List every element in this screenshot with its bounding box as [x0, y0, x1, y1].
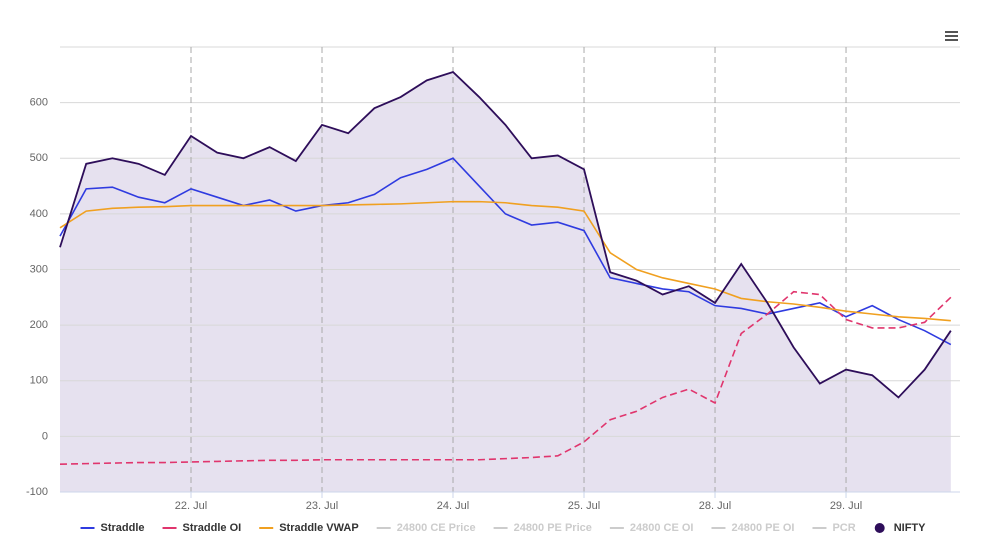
line: [59, 290, 952, 465]
area: [60, 72, 951, 492]
legend-label: 24800 PE OI: [731, 522, 794, 534]
legend-label: Straddle: [101, 522, 145, 534]
menu-bar: [945, 35, 958, 37]
x-tick-label: 28. Jul: [699, 500, 731, 512]
y-tick-label: 400: [30, 208, 48, 220]
legend-item[interactable]: Straddle VWAP: [259, 522, 359, 534]
legend-label: 24800 CE Price: [397, 522, 476, 534]
line: [59, 71, 952, 399]
plot: [59, 46, 960, 493]
legend-item[interactable]: 24800 CE OI: [609, 522, 694, 534]
y-tick-label: 600: [30, 97, 48, 109]
menu-bar: [945, 39, 958, 41]
legend-item[interactable]: Straddle: [80, 522, 145, 534]
menu-icon[interactable]: [945, 31, 958, 41]
x-tick-label: 23. Jul: [306, 500, 338, 512]
y-tick-label: 100: [30, 375, 48, 387]
x-tick-label: 22. Jul: [175, 500, 207, 512]
legend-item[interactable]: NIFTY: [874, 522, 926, 534]
legend-item[interactable]: 24800 PE Price: [493, 522, 592, 534]
menu-bar: [945, 31, 958, 33]
x-tick-label: 25. Jul: [568, 500, 600, 512]
legend: Straddle Straddle OI Straddle VWAP 24800 CE…: [80, 522, 926, 534]
legend-label: Straddle VWAP: [279, 522, 358, 534]
legend-label: 24800 PE Price: [514, 522, 592, 534]
y-tick-label: -100: [26, 486, 48, 498]
legend-item[interactable]: Straddle OI: [162, 522, 242, 534]
line: [59, 200, 951, 322]
y-tick-label: 300: [30, 263, 48, 275]
x-tick-label: 24. Jul: [437, 500, 469, 512]
legend-label: PCR: [832, 522, 855, 534]
y-tick-label: 0: [42, 430, 48, 442]
y-tick-label: 200: [30, 319, 48, 331]
legend-marker: [874, 523, 885, 533]
legend-label: 24800 CE OI: [630, 522, 694, 534]
y-tick-label: 500: [30, 152, 48, 164]
legend-label: Straddle OI: [183, 522, 242, 534]
legend-item[interactable]: PCR: [812, 522, 856, 534]
x-tick-label: 29. Jul: [830, 500, 862, 512]
legend-item[interactable]: 24800 CE Price: [376, 522, 476, 534]
legend-label: NIFTY: [894, 522, 926, 534]
legend-item[interactable]: 24800 PE OI: [711, 522, 794, 534]
line: [59, 157, 952, 346]
